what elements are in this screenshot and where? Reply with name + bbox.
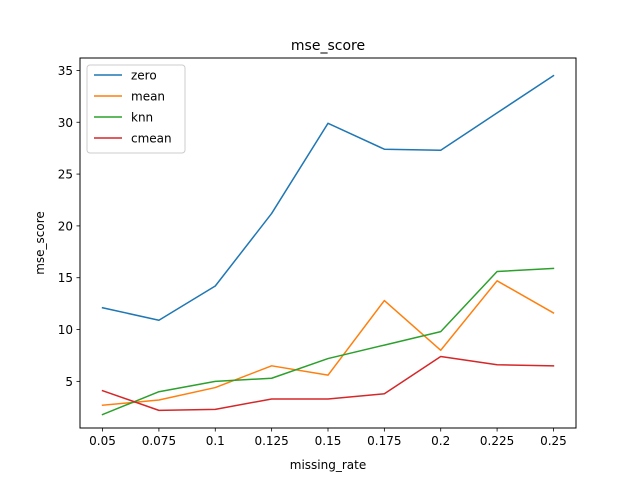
x-axis-label: missing_rate — [290, 458, 366, 472]
x-tick-label: 0.05 — [89, 434, 116, 448]
x-tick-label: 0.2 — [431, 434, 450, 448]
legend-box — [86, 64, 186, 154]
series-line-knn — [101, 267, 555, 416]
chart-title: mse_score — [291, 38, 365, 54]
legend-label-knn: knn — [131, 111, 153, 125]
legend-label-mean: mean — [131, 90, 165, 104]
x-axis: 0.05 0.075 0.1 0.125 0.15 0.175 0.2 0.225 0.25 — [89, 428, 567, 448]
y-tick-label: 25 — [58, 168, 73, 182]
y-axis-label: mse_score — [33, 211, 47, 275]
legend-label-cmean: cmean — [131, 132, 172, 146]
y-axis: 5 10 15 20 25 30 35 — [58, 64, 80, 389]
x-tick-label: 0.075 — [142, 434, 176, 448]
series-line-mean — [101, 280, 555, 407]
x-tick-label: 0.125 — [254, 434, 288, 448]
series-line-zero — [101, 74, 555, 321]
y-tick-label: 5 — [65, 375, 73, 389]
y-tick-label: 15 — [58, 271, 73, 285]
y-tick-label: 20 — [58, 219, 73, 233]
x-tick-label: 0.1 — [206, 434, 225, 448]
y-tick-label: 30 — [58, 116, 73, 130]
x-tick-label: 0.175 — [367, 434, 401, 448]
y-tick-label: 35 — [58, 64, 73, 78]
x-tick-label: 0.225 — [480, 434, 514, 448]
legend-items: zero mean knn cmean — [94, 69, 172, 146]
x-tick-label: 0.25 — [540, 434, 567, 448]
legend: zero mean knn cmean — [86, 64, 186, 154]
y-tick-label: 10 — [58, 323, 73, 337]
legend-label-zero: zero — [131, 69, 157, 83]
series-lines — [101, 74, 555, 416]
plot-area — [79, 57, 577, 429]
x-tick-label: 0.15 — [315, 434, 342, 448]
series-line-cmean — [101, 355, 555, 412]
